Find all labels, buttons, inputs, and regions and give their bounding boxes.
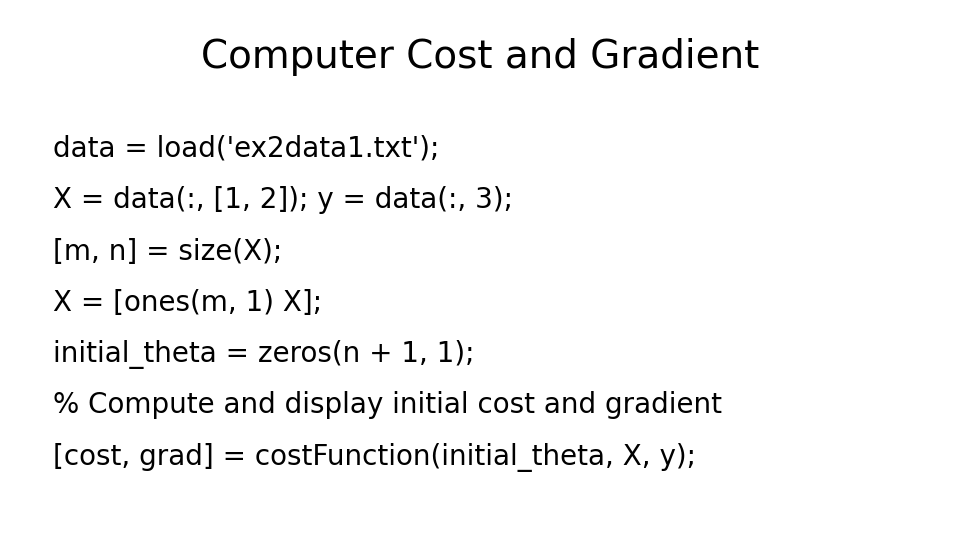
Text: data = load('ex2data1.txt');: data = load('ex2data1.txt'); [53, 135, 439, 163]
Text: [m, n] = size(X);: [m, n] = size(X); [53, 238, 282, 266]
Text: X = data(:, [1, 2]); y = data(:, 3);: X = data(:, [1, 2]); y = data(:, 3); [53, 186, 513, 214]
Text: X = [ones(m, 1) X];: X = [ones(m, 1) X]; [53, 289, 322, 317]
Text: initial_theta = zeros(n + 1, 1);: initial_theta = zeros(n + 1, 1); [53, 340, 474, 369]
Text: [cost, grad] = costFunction(initial_theta, X, y);: [cost, grad] = costFunction(initial_thet… [53, 443, 696, 472]
Text: % Compute and display initial cost and gradient: % Compute and display initial cost and g… [53, 392, 722, 420]
Text: Computer Cost and Gradient: Computer Cost and Gradient [201, 38, 759, 76]
